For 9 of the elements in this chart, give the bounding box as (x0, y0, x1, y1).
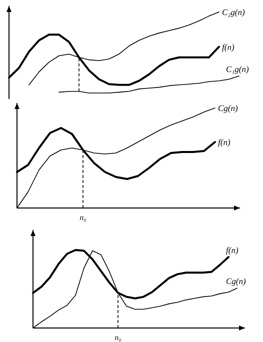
series-label: Cg(n) (218, 103, 238, 113)
series-label: C₂g(n) (222, 7, 245, 17)
series-label: f(n) (222, 42, 234, 52)
series-label: C₁g(n) (226, 64, 249, 74)
series-label: f(n) (226, 245, 238, 256)
series-label: Cg(n) (226, 276, 246, 286)
text: n₀ (114, 333, 122, 342)
text: n₀ (80, 213, 87, 222)
series-label: f(n) (218, 137, 230, 147)
